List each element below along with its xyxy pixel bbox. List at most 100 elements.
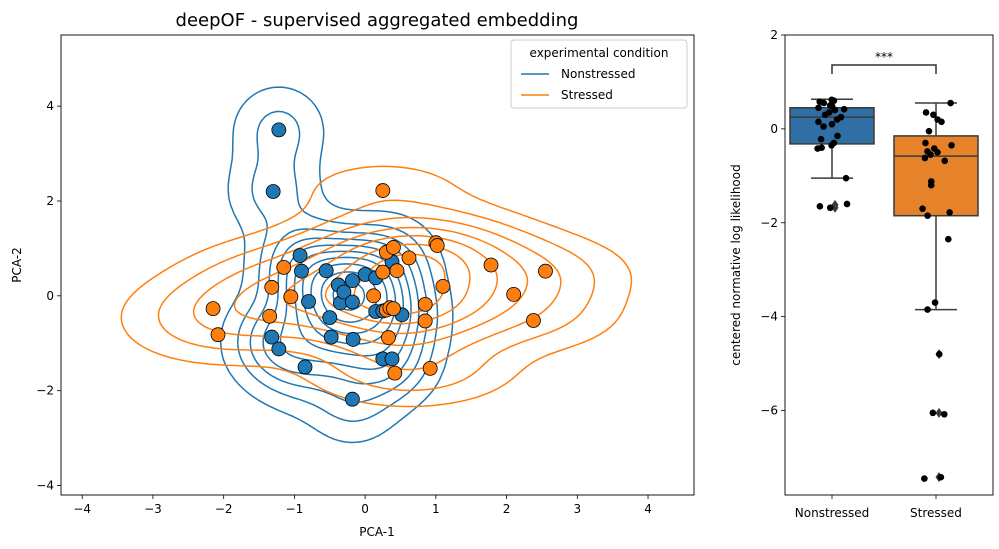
jitter-point [924, 212, 931, 220]
scatter-point [322, 310, 338, 326]
scatter-point [422, 360, 438, 376]
significance-line [831, 64, 937, 74]
scatter-point [366, 288, 382, 304]
scatter-point [386, 240, 401, 255]
scatter-point [381, 330, 396, 345]
jitter-point [935, 350, 943, 358]
jitter-point [921, 154, 929, 162]
scatter-point [344, 391, 360, 407]
jitter-point [842, 174, 850, 182]
scatter-point [336, 284, 352, 300]
jitter-point [937, 473, 945, 481]
x-tick-label: 4 [644, 502, 652, 516]
scatter-point [344, 273, 360, 289]
box-y-tick-label: 0 [770, 122, 778, 136]
scatter-point [210, 327, 226, 343]
box-panel: −6 −4 −2 0 2 Nonstressed Stressed *** centere… [729, 28, 994, 520]
scatter-point [265, 184, 281, 199]
y-tick-label: 0 [46, 289, 54, 303]
scatter-point [417, 313, 433, 329]
box-axes-frame [784, 34, 994, 496]
jitter-point [817, 135, 825, 143]
x-tick-label: 1 [432, 502, 440, 516]
jitter-point [940, 410, 948, 418]
jitter-point [938, 118, 945, 126]
x-tick-label: 0 [361, 502, 369, 516]
x-tick-label: −1 [286, 502, 304, 516]
box-y-ticks: −6 −4 −2 0 2 [760, 28, 785, 418]
density-contour [237, 110, 439, 422]
jitter-point [814, 145, 821, 152]
density-contour [249, 228, 429, 404]
x-tick-label: 3 [573, 502, 581, 516]
scatter-panel: deepOF - supervised aggregated embedding… [10, 10, 695, 539]
jitter-point [925, 127, 933, 135]
scatter-y-ticks: −4 −2 0 2 4 [36, 99, 61, 493]
x-tick-label: −2 [215, 502, 233, 516]
scatter-point [323, 329, 339, 345]
jitter-point [922, 139, 929, 147]
jitter-point [843, 200, 851, 208]
scatter-point [429, 238, 445, 253]
box-y-tick-label: −4 [760, 310, 778, 324]
density-contours [120, 86, 633, 444]
density-contour [120, 165, 633, 408]
legend-box [510, 39, 688, 109]
scatter-point [389, 263, 405, 279]
jitter-point [828, 142, 835, 149]
scatter-point [375, 183, 391, 198]
jitter-point [840, 105, 848, 113]
x-tick-label: 2 [503, 502, 511, 516]
scatter-point [375, 264, 391, 280]
jitter-point [815, 104, 822, 112]
jitter-point [944, 235, 952, 243]
jitter-point [921, 475, 928, 482]
y-tick-label: 2 [46, 194, 54, 208]
y-tick-label: −2 [36, 384, 54, 398]
box-y-tick-label: 2 [770, 28, 778, 42]
scatter-point [386, 301, 401, 317]
jitter-point [941, 157, 949, 165]
y-tick-label: 4 [46, 99, 54, 113]
legend-label-stressed: Stressed [561, 88, 613, 102]
jitter-point [930, 111, 937, 119]
x-tick-label: −4 [73, 502, 91, 516]
jitter-point [929, 409, 937, 417]
legend-label-nonstressed: Nonstressed [561, 67, 635, 81]
scatter-point [318, 263, 334, 279]
boxes [789, 98, 979, 483]
box-y-tick-label: −2 [760, 216, 778, 230]
jitter-point [816, 203, 824, 210]
scatter-title: deepOF - supervised aggregated embedding [176, 10, 579, 31]
significance-label: *** [875, 50, 893, 64]
scatter-point [264, 329, 280, 345]
scatter-point [292, 248, 308, 263]
scatter-point [271, 341, 287, 357]
scatter-point [345, 332, 361, 347]
jitter-point [927, 151, 934, 158]
scatter-point [205, 301, 221, 317]
jitter-point [830, 97, 838, 105]
jitter-point [821, 111, 829, 119]
jitter-point [947, 99, 954, 107]
scatter-point [297, 359, 313, 375]
scatter-point [387, 365, 403, 381]
density-contour [157, 199, 596, 392]
jitter-points [814, 96, 955, 482]
jitter-point [948, 142, 955, 149]
jitter-point [815, 118, 822, 126]
jitter-point [820, 123, 827, 130]
scatter-point [538, 263, 553, 279]
jitter-point [828, 120, 836, 128]
box-iqr [893, 135, 979, 217]
scatter-point [483, 257, 499, 273]
jitter-point [934, 149, 941, 156]
scatter-point [283, 289, 299, 305]
jitter-point [946, 209, 953, 216]
jitter-point [833, 116, 841, 123]
scatter-point [417, 296, 433, 312]
scatter-point [401, 250, 417, 266]
box-outlier [831, 202, 839, 213]
density-contour [233, 226, 529, 347]
scatter-point [526, 313, 541, 328]
